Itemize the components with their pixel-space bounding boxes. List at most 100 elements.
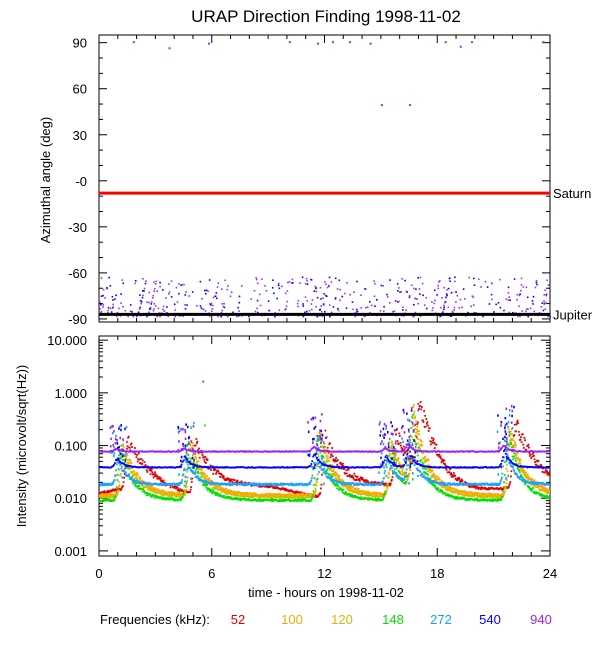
series-point xyxy=(139,485,141,487)
azimuth-point xyxy=(544,289,546,291)
series-point xyxy=(131,462,133,464)
series-point xyxy=(141,463,143,465)
series-point xyxy=(192,445,194,447)
series-point xyxy=(379,421,381,424)
azimuth-point xyxy=(153,310,155,312)
series-point xyxy=(520,468,522,470)
series-point xyxy=(398,443,400,445)
series-point xyxy=(353,473,355,475)
series-point xyxy=(509,409,511,412)
series-point xyxy=(449,469,451,471)
azimuth-point xyxy=(437,285,439,287)
series-point xyxy=(418,442,420,444)
intensity-y-tick-label: 1.000 xyxy=(54,386,87,401)
series-point xyxy=(535,464,537,466)
series-point xyxy=(332,469,334,471)
series-point xyxy=(225,488,227,490)
series-point xyxy=(197,441,199,443)
series-point xyxy=(528,444,530,446)
series-point xyxy=(129,468,131,470)
azimuth-point xyxy=(241,285,243,287)
series-point xyxy=(349,493,351,495)
azimuth-point xyxy=(175,309,177,311)
series-point xyxy=(125,474,127,477)
series-point xyxy=(424,476,426,478)
series-point xyxy=(136,456,138,458)
series-point xyxy=(383,466,385,469)
azimuth-point xyxy=(278,283,280,285)
series-point xyxy=(314,462,316,464)
azimuth-point xyxy=(543,300,545,302)
series-point xyxy=(318,432,320,434)
series-point xyxy=(353,482,355,484)
series-point xyxy=(406,481,408,483)
series-point xyxy=(430,444,432,446)
series-point xyxy=(116,464,118,466)
azimuth-point xyxy=(438,281,440,283)
azimuth-point xyxy=(207,291,209,293)
azimuth-point xyxy=(333,306,335,308)
series-point xyxy=(336,487,338,489)
azimuth-point xyxy=(383,311,385,313)
azimuth-point xyxy=(392,311,394,313)
series-point xyxy=(512,438,514,440)
series-point xyxy=(177,487,179,489)
series-point xyxy=(344,473,346,475)
series-point xyxy=(198,448,200,450)
series-point xyxy=(511,446,513,448)
series-point xyxy=(403,458,405,461)
azimuth-point xyxy=(146,301,148,303)
series-point xyxy=(311,477,313,479)
azimuth-point xyxy=(532,303,534,305)
azimuth-point xyxy=(257,300,259,302)
series-point xyxy=(433,474,435,476)
series-point xyxy=(384,491,386,493)
series-point xyxy=(162,489,164,491)
azimuth-point xyxy=(118,308,120,310)
azimuth-point xyxy=(417,303,419,305)
series-point xyxy=(247,492,249,494)
azimuth-point xyxy=(181,284,183,286)
azimuth-point xyxy=(100,304,102,306)
azimuth-point xyxy=(469,277,471,279)
series-point xyxy=(128,436,130,438)
series-point xyxy=(517,420,519,422)
series-point xyxy=(310,500,312,502)
series-point xyxy=(215,469,217,471)
series-point xyxy=(120,457,122,459)
series-point xyxy=(398,462,400,464)
series-point xyxy=(381,452,383,455)
series-point xyxy=(445,464,447,466)
azimuth-point xyxy=(196,305,198,307)
series-point xyxy=(406,469,408,471)
series-point xyxy=(186,480,188,482)
azimuth-point xyxy=(264,285,266,287)
series-point xyxy=(515,446,517,448)
series-point xyxy=(416,426,418,428)
series-point xyxy=(499,484,501,486)
series-point xyxy=(123,477,125,479)
series-point xyxy=(450,472,452,474)
azimuth-point xyxy=(527,297,529,299)
azimuth-point xyxy=(472,295,474,297)
azimuth-point xyxy=(508,296,510,298)
series-point xyxy=(339,475,341,477)
series-point xyxy=(502,473,504,475)
azimuth-point xyxy=(307,300,309,302)
series-point xyxy=(347,475,349,477)
azimuth-point xyxy=(239,296,241,298)
series-point xyxy=(503,481,505,483)
azimuth-point xyxy=(139,308,141,310)
series-point xyxy=(389,484,391,486)
series-point xyxy=(159,476,161,478)
series-point xyxy=(417,422,419,424)
series-point xyxy=(359,480,361,482)
series-point xyxy=(124,454,126,457)
series-point xyxy=(525,449,527,451)
azimuth-point xyxy=(431,301,433,303)
series-point xyxy=(420,459,422,461)
series-point xyxy=(133,471,135,473)
azimuth-point xyxy=(268,300,270,302)
series-point xyxy=(415,428,417,430)
azimuth-point xyxy=(112,306,114,308)
